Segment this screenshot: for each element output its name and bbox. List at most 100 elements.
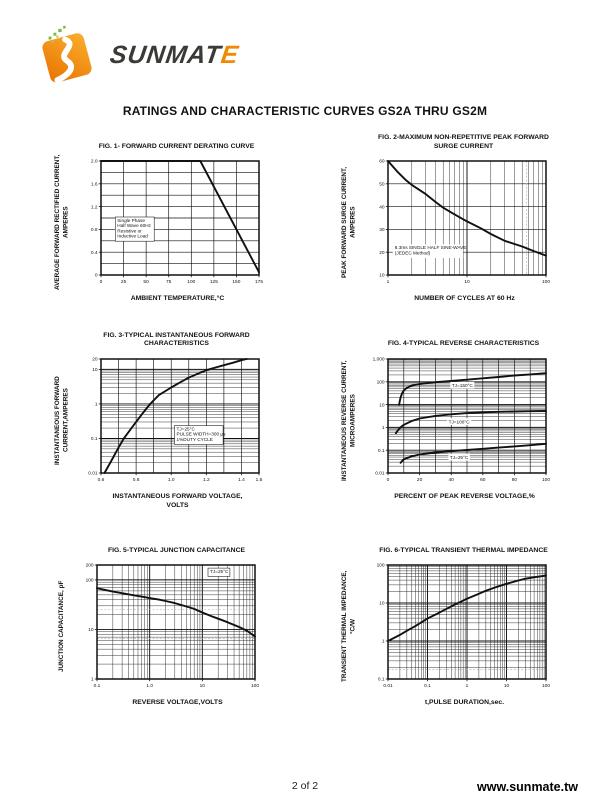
svg-text:0.8: 0.8: [91, 227, 98, 233]
figure-4-chart: TJ=150°C TJ=100°C TJ=25°C 0 20 40 60 80 100 0.01 0…: [372, 357, 550, 484]
sunmate-logo-icon: [42, 25, 92, 84]
svg-text:100: 100: [542, 684, 550, 690]
svg-text:200: 200: [85, 563, 93, 569]
svg-text:125: 125: [210, 279, 218, 285]
svg-text:Single Phase: Single Phase: [117, 218, 145, 223]
svg-text:0.01: 0.01: [383, 684, 393, 690]
svg-text:0: 0: [99, 279, 102, 285]
svg-text:30: 30: [379, 227, 385, 233]
svg-text:1,000: 1,000: [372, 357, 384, 363]
figure-3-x-axis-label: INSTANTANEOUS FORWARD VOLTAGE, VOLTS: [112, 492, 243, 509]
svg-text:Inductive Load: Inductive Load: [117, 234, 148, 239]
svg-text:1: 1: [95, 401, 98, 407]
svg-text:Resistive or: Resistive or: [117, 228, 142, 233]
svg-text:0.1: 0.1: [378, 448, 385, 454]
figure-4-title: FIG. 4-TYPICAL REVERSE CHARACTERISTICS: [387, 340, 540, 348]
svg-text:10: 10: [379, 402, 385, 408]
svg-text:PULSE WIDTH=300 μs: PULSE WIDTH=300 μs: [176, 432, 226, 437]
svg-text:50: 50: [379, 182, 385, 188]
figure-2-x-axis-label: NUMBER OF CYCLES AT 60 Hz: [414, 295, 515, 302]
svg-text:20: 20: [92, 357, 98, 363]
svg-text:TJ=25°C: TJ=25°C: [176, 426, 195, 431]
figure-2: FIG. 2-MAXIMUM NON-REPETITIVE PEAK FORWA…: [309, 134, 588, 304]
svg-text:25: 25: [121, 279, 127, 285]
svg-text:10: 10: [199, 684, 205, 690]
website-link[interactable]: www.sunmate.tw: [477, 780, 578, 794]
svg-text:1.0: 1.0: [168, 477, 175, 483]
svg-text:0.1: 0.1: [424, 684, 431, 690]
svg-text:0.1: 0.1: [378, 677, 385, 683]
svg-text:100: 100: [376, 563, 384, 569]
figure-1-title: FIG. 1- FORWARD CURRENT DERATING CURVE: [98, 142, 255, 150]
svg-text:1.0: 1.0: [146, 684, 153, 690]
svg-text:175: 175: [255, 279, 263, 285]
figure-3-y-axis-label: INSTANTANEOUS FORWARD CURRENT,AMPERES: [54, 375, 70, 465]
svg-text:0.01: 0.01: [88, 471, 98, 477]
svg-text:10: 10: [379, 601, 385, 607]
figure-5-x-axis-label: REVERSE VOLTAGE,VOLTS: [132, 699, 223, 707]
svg-text:10: 10: [88, 628, 94, 634]
figure-2-y-axis-label: PEAK FORWARD SURGE CURRENT, AMPERES: [341, 167, 357, 279]
svg-text:TJ=25°C: TJ=25°C: [210, 569, 229, 574]
svg-text:10: 10: [504, 684, 510, 690]
figure-6-x-axis-label: t,PULSE DURATION,sec.: [424, 699, 505, 707]
svg-text:100: 100: [85, 578, 93, 584]
figure-3: FIG. 3-TYPICAL INSTANTANEOUS FORWARD CHA…: [22, 332, 301, 511]
page-number: 2 of 2: [291, 780, 319, 792]
svg-text:100: 100: [251, 684, 259, 690]
sunmate-wordmark: SUNMATE: [108, 41, 241, 70]
figure-6-y-axis-label: TRANSIENT THERMAL IMPEDANCE, °C/W: [341, 571, 357, 683]
page-title: RATINGS AND CHARACTERISTIC CURVES GS2A T…: [122, 104, 488, 118]
figure-4: FIG. 4-TYPICAL REVERSE CHARACTERISTICS I…: [309, 332, 588, 511]
figure-1-x-axis-label: AMBIENT TEMPERATURE,°C: [130, 295, 225, 302]
svg-text:1: 1: [382, 639, 385, 645]
svg-text:1: 1: [382, 425, 385, 431]
svg-text:20: 20: [379, 250, 385, 256]
svg-text:TJ=100°C: TJ=100°C: [448, 419, 470, 424]
svg-text:40: 40: [379, 204, 385, 210]
svg-text:10: 10: [379, 273, 385, 279]
svg-text:2.0: 2.0: [91, 159, 98, 165]
figure-6-title: FIG. 6-TYPICAL TRANSIENT THERMAL IMPEDAN…: [379, 547, 548, 554]
svg-text:Half Wave 60Hz: Half Wave 60Hz: [117, 223, 151, 228]
figure-1: FIG. 1- FORWARD CURRENT DERATING CURVE A…: [22, 134, 301, 304]
figures-grid: FIG. 1- FORWARD CURRENT DERATING CURVE A…: [0, 134, 610, 708]
figure-1-y-axis-label: AVERAGE FORWARD RECTIFIED CURRENT, AMPER…: [54, 154, 70, 291]
svg-text:1.2: 1.2: [203, 477, 210, 483]
svg-text:75: 75: [166, 279, 172, 285]
svg-text:0.4: 0.4: [91, 250, 98, 256]
svg-text:(JEDEC Method): (JEDEC Method): [395, 251, 431, 256]
svg-text:0: 0: [95, 273, 98, 279]
svg-text:100: 100: [187, 279, 195, 285]
svg-text:1.4: 1.4: [238, 477, 245, 483]
figure-5-y-axis-label: JUNCTION CAPACITANCE, pF: [58, 581, 66, 673]
svg-text:1.2: 1.2: [91, 204, 98, 210]
figure-3-title: FIG. 3-TYPICAL INSTANTANEOUS FORWARD CHA…: [103, 331, 250, 348]
svg-text:TJ=25°C: TJ=25°C: [450, 455, 469, 460]
svg-text:1.5: 1.5: [255, 477, 262, 483]
figure-2-chart: 8.3ms SINGLE HALF SINE-WAVE(JEDEC Method…: [379, 159, 550, 286]
svg-text:80: 80: [512, 477, 518, 483]
figure-6: FIG. 6-TYPICAL TRANSIENT THERMAL IMPEDAN…: [309, 538, 588, 708]
svg-text:50: 50: [143, 279, 149, 285]
svg-text:150: 150: [232, 279, 240, 285]
svg-text:8.3ms SINGLE HALF SINE-WAVE: 8.3ms SINGLE HALF SINE-WAVE: [395, 245, 467, 250]
svg-text:0: 0: [386, 477, 389, 483]
svg-text:10: 10: [464, 279, 470, 285]
svg-text:0.01: 0.01: [375, 471, 385, 477]
svg-text:1%DUTY CYCLE: 1%DUTY CYCLE: [176, 437, 212, 442]
svg-text:10: 10: [92, 367, 98, 373]
figure-4-x-axis-label: PERCENT OF PEAK REVERSE VOLTAGE,%: [394, 492, 535, 500]
svg-text:100: 100: [542, 279, 550, 285]
svg-text:20: 20: [417, 477, 423, 483]
wordmark-main: SUNMAT: [108, 40, 224, 69]
page-footer: 2 of 2 www.sunmate.tw: [0, 780, 610, 796]
svg-text:0.6: 0.6: [97, 477, 104, 483]
svg-text:60: 60: [379, 159, 385, 165]
svg-text:100: 100: [376, 379, 384, 385]
svg-text:1: 1: [91, 677, 94, 683]
svg-text:TJ=150°C: TJ=150°C: [452, 383, 474, 388]
svg-text:40: 40: [448, 477, 454, 483]
